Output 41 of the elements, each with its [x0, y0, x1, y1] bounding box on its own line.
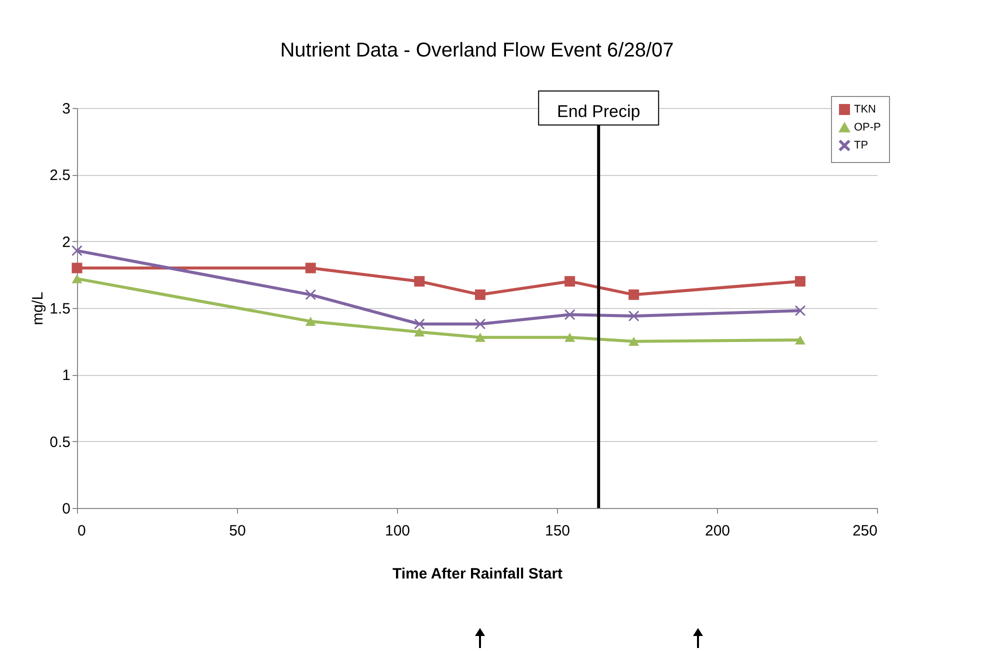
- point: [414, 327, 425, 337]
- point: [474, 332, 486, 342]
- point: [414, 318, 425, 330]
- point: [305, 262, 316, 274]
- point: [474, 289, 486, 300]
- point: [628, 336, 640, 346]
- x-tick-label: 50: [229, 522, 246, 540]
- point: [628, 310, 640, 322]
- x-tick-label: 0: [78, 522, 86, 540]
- x-axis-title: Time After Rainfall Start: [392, 566, 563, 582]
- y-tick-label: 1.5: [50, 300, 70, 318]
- legend-label: TKN: [854, 104, 876, 116]
- point: [794, 276, 806, 287]
- y-tick-label: 0.5: [50, 434, 70, 451]
- x-tick-label: 250: [852, 522, 878, 540]
- legend-label: OP-P: [854, 122, 881, 134]
- point: [72, 245, 82, 256]
- y-axis-title: mg/L: [30, 292, 47, 326]
- point: [474, 318, 486, 330]
- ref-line-label: End Precip: [557, 102, 640, 121]
- x-tick-label: 100: [384, 522, 410, 540]
- point: [564, 332, 576, 342]
- point: [628, 289, 640, 300]
- point: [794, 335, 806, 345]
- y-tick-label: 0: [62, 500, 70, 518]
- y-tick-label: 2: [62, 234, 70, 251]
- point: [794, 305, 806, 316]
- point: [564, 309, 576, 320]
- y-tick-label: 1: [62, 367, 70, 384]
- legend-label: TP: [854, 140, 868, 152]
- point: [414, 276, 425, 287]
- point: [564, 276, 576, 287]
- point: [305, 316, 316, 326]
- y-tick-label: 2.5: [50, 167, 70, 184]
- chart-title: Nutrient Data - Overland Flow Event 6/28/07: [280, 40, 674, 62]
- x-tick-label: 200: [704, 522, 730, 540]
- point: [72, 262, 82, 274]
- point: [72, 274, 82, 284]
- point: [305, 289, 316, 300]
- x-tick-label: 150: [544, 522, 570, 540]
- y-tick-label: 3: [62, 100, 70, 118]
